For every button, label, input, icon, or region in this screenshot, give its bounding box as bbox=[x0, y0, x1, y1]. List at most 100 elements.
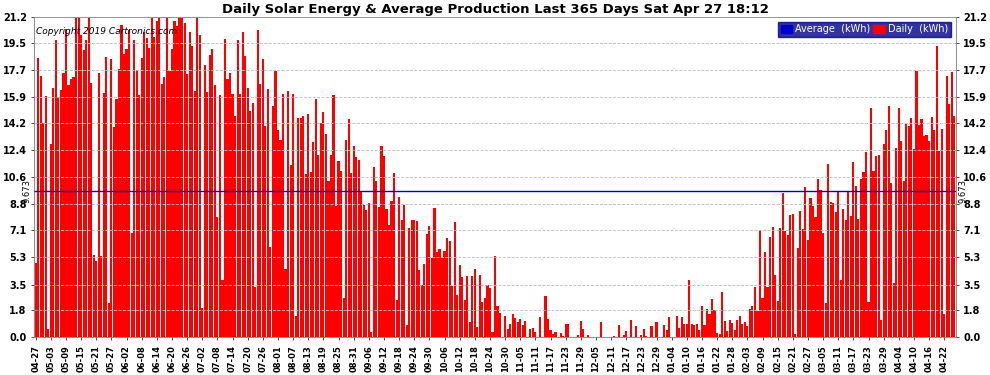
Bar bbox=[48, 328, 50, 338]
Bar bbox=[751, 306, 753, 338]
Bar bbox=[186, 74, 188, 338]
Bar bbox=[564, 324, 566, 338]
Bar bbox=[110, 59, 113, 338]
Bar bbox=[323, 112, 325, 338]
Bar bbox=[227, 80, 229, 338]
Bar bbox=[636, 326, 638, 338]
Bar bbox=[815, 217, 817, 338]
Bar bbox=[830, 202, 832, 338]
Bar bbox=[380, 146, 382, 338]
Bar bbox=[206, 92, 208, 338]
Bar bbox=[675, 316, 678, 338]
Bar bbox=[799, 211, 802, 338]
Bar bbox=[178, 17, 180, 338]
Bar bbox=[418, 270, 421, 338]
Bar bbox=[72, 77, 74, 338]
Bar bbox=[870, 108, 872, 338]
Bar bbox=[587, 335, 589, 338]
Bar bbox=[383, 156, 385, 338]
Bar bbox=[532, 327, 534, 338]
Bar bbox=[365, 210, 367, 338]
Bar bbox=[776, 301, 779, 338]
Bar bbox=[146, 38, 148, 338]
Bar bbox=[504, 316, 506, 338]
Bar bbox=[678, 328, 680, 338]
Bar bbox=[753, 287, 756, 338]
Bar bbox=[158, 17, 160, 338]
Bar bbox=[872, 171, 874, 338]
Bar bbox=[163, 77, 165, 338]
Bar bbox=[933, 130, 936, 338]
Bar bbox=[144, 32, 146, 338]
Bar bbox=[655, 322, 657, 338]
Bar bbox=[176, 26, 178, 338]
Bar bbox=[726, 331, 729, 338]
Bar bbox=[160, 84, 163, 338]
Bar bbox=[517, 322, 519, 338]
Bar bbox=[732, 322, 734, 338]
Bar bbox=[706, 309, 708, 338]
Bar bbox=[390, 201, 393, 338]
Bar bbox=[67, 85, 69, 338]
Bar bbox=[940, 129, 942, 338]
Bar bbox=[905, 124, 908, 338]
Bar bbox=[279, 140, 281, 338]
Bar bbox=[838, 192, 840, 338]
Text: 9.673: 9.673 bbox=[23, 179, 32, 203]
Bar bbox=[141, 58, 143, 338]
Bar bbox=[95, 261, 97, 338]
Bar bbox=[827, 164, 830, 338]
Bar bbox=[903, 181, 905, 338]
Bar bbox=[249, 111, 251, 338]
Bar bbox=[98, 73, 100, 338]
Bar bbox=[491, 332, 494, 338]
Bar bbox=[833, 203, 835, 338]
Bar bbox=[663, 325, 665, 338]
Bar bbox=[945, 76, 947, 338]
Bar bbox=[681, 317, 683, 338]
Bar bbox=[860, 178, 862, 338]
Bar bbox=[461, 277, 463, 338]
Bar bbox=[413, 220, 416, 338]
Bar bbox=[921, 119, 923, 338]
Bar bbox=[416, 221, 418, 338]
Bar bbox=[340, 171, 343, 338]
Bar bbox=[155, 21, 157, 338]
Bar bbox=[93, 255, 95, 338]
Bar bbox=[388, 225, 390, 338]
Bar bbox=[950, 72, 952, 338]
Bar bbox=[789, 215, 791, 338]
Bar bbox=[759, 230, 761, 338]
Bar bbox=[650, 326, 652, 338]
Bar bbox=[138, 95, 141, 338]
Bar bbox=[201, 308, 203, 338]
Bar bbox=[188, 32, 191, 338]
Bar bbox=[35, 263, 37, 338]
Bar bbox=[693, 325, 695, 338]
Bar bbox=[403, 205, 405, 338]
Bar bbox=[456, 295, 458, 338]
Bar bbox=[737, 320, 739, 338]
Bar bbox=[196, 17, 198, 338]
Bar bbox=[305, 174, 307, 338]
Bar bbox=[875, 156, 877, 338]
Bar bbox=[544, 296, 546, 338]
Bar bbox=[494, 256, 496, 338]
Bar bbox=[691, 324, 693, 338]
Bar bbox=[847, 192, 849, 338]
Bar bbox=[350, 173, 352, 338]
Bar bbox=[842, 209, 844, 338]
Bar bbox=[272, 106, 274, 338]
Bar bbox=[118, 69, 120, 338]
Bar bbox=[911, 118, 913, 338]
Bar bbox=[128, 30, 130, 338]
Bar bbox=[217, 217, 219, 338]
Bar bbox=[239, 94, 242, 338]
Bar bbox=[546, 319, 549, 338]
Bar bbox=[375, 181, 377, 338]
Bar bbox=[704, 325, 706, 338]
Bar bbox=[688, 280, 690, 338]
Bar bbox=[121, 25, 123, 338]
Bar bbox=[525, 321, 527, 338]
Bar bbox=[812, 207, 814, 338]
